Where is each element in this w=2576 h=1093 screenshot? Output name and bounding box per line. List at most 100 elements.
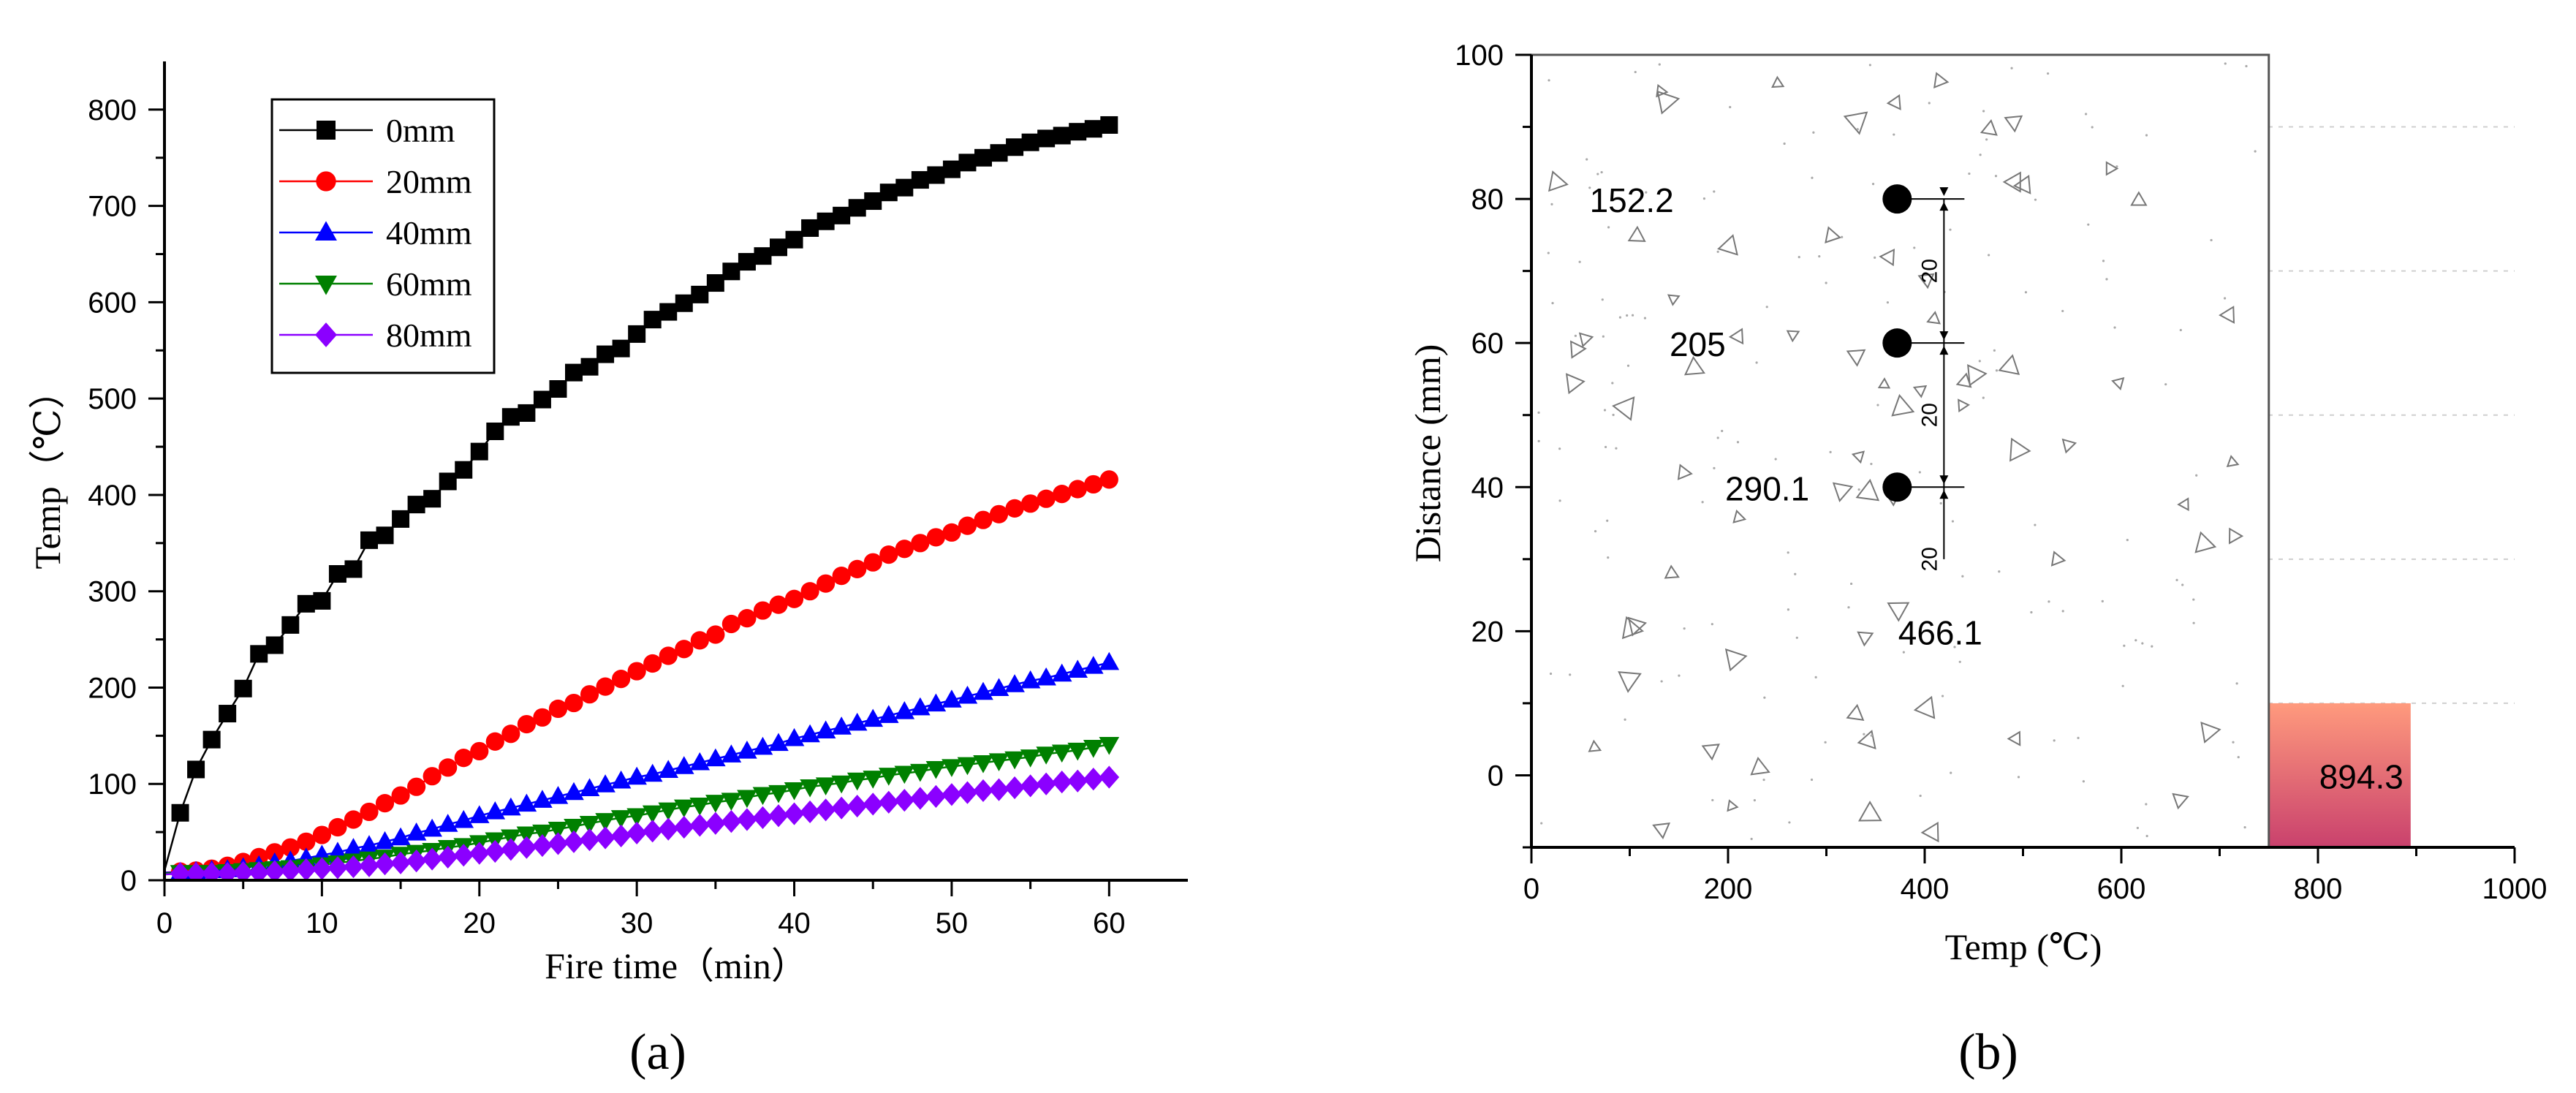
aggregate-speck bbox=[1755, 361, 1758, 364]
aggregate-shape bbox=[1846, 349, 1866, 367]
aggregate-shape bbox=[1627, 225, 1646, 242]
y-tick-label: 80 bbox=[1471, 184, 1504, 216]
aggregate-speck bbox=[2237, 756, 2240, 759]
data-point-40mm bbox=[705, 748, 726, 767]
data-point-40mm bbox=[1051, 663, 1072, 682]
data-point-0mm bbox=[879, 184, 898, 202]
aggregate-speck bbox=[1716, 436, 1719, 439]
data-point-0mm bbox=[1069, 123, 1087, 141]
data-point-80mm bbox=[327, 856, 348, 880]
data-point-80mm bbox=[201, 862, 222, 880]
data-point-80mm bbox=[1083, 768, 1104, 791]
data-point-80mm bbox=[249, 861, 270, 880]
aggregate-speck bbox=[2123, 644, 2126, 647]
panel-b-y-tick-labels: 0 20 40 60 80 100 bbox=[1455, 39, 1504, 792]
aggregate-speck bbox=[1788, 821, 1791, 824]
aggregate-shape bbox=[2111, 377, 2125, 390]
aggregate-speck bbox=[2047, 72, 2050, 75]
aggregate-shape bbox=[1998, 354, 2020, 376]
data-point-0mm bbox=[706, 274, 724, 292]
aggregate-shape bbox=[1926, 311, 1941, 325]
aggregate-speck bbox=[2091, 126, 2094, 129]
data-point-0mm bbox=[549, 380, 567, 398]
data-point-0mm bbox=[1100, 116, 1118, 134]
data-point-0mm bbox=[864, 192, 882, 211]
band-value-label: 466.1 bbox=[1898, 613, 1982, 651]
data-point-40mm bbox=[1067, 659, 1088, 678]
aggregate-shape bbox=[1656, 83, 1669, 98]
aggregate-speck bbox=[1870, 734, 1873, 737]
aggregate-speck bbox=[2102, 260, 2105, 262]
data-point-80mm bbox=[784, 802, 805, 825]
panel-a-series bbox=[164, 116, 1120, 880]
aggregate-speck bbox=[1624, 718, 1626, 721]
y-tick-label: 400 bbox=[88, 480, 137, 512]
data-point-20mm bbox=[848, 559, 867, 579]
legend-box bbox=[270, 98, 496, 374]
aggregate-speck bbox=[1814, 676, 1817, 678]
aggregate-shape bbox=[2200, 721, 2221, 744]
aggregate-shape bbox=[1652, 822, 1671, 840]
data-point-80mm bbox=[548, 832, 569, 855]
data-point-20mm bbox=[501, 725, 520, 744]
data-point-40mm bbox=[1036, 667, 1056, 686]
aggregate-speck bbox=[1558, 499, 1561, 502]
aggregate-speck bbox=[1550, 203, 1553, 205]
data-point-20mm bbox=[675, 640, 694, 659]
data-point-40mm bbox=[1083, 656, 1104, 674]
aggregate-speck bbox=[1876, 404, 1879, 406]
data-point-80mm bbox=[752, 806, 773, 829]
data-point-0mm bbox=[770, 238, 787, 257]
aggregate-speck bbox=[1750, 837, 1753, 841]
aggregate-speck bbox=[1824, 741, 1827, 744]
aggregate-speck bbox=[1729, 105, 1732, 109]
aggregate-speck bbox=[2087, 223, 2090, 226]
aggregate-speck bbox=[1713, 190, 1716, 193]
data-point-40mm bbox=[973, 681, 993, 700]
dimension-label: 20 bbox=[1917, 547, 1942, 571]
panel-b-label: (b) bbox=[1958, 1024, 2018, 1081]
aggregate-speck bbox=[1847, 606, 1850, 609]
data-point-0mm bbox=[927, 166, 945, 184]
aggregate-speck bbox=[1602, 335, 1605, 338]
aggregate-shape bbox=[2002, 171, 2021, 193]
aggregate-shape bbox=[1920, 821, 1939, 843]
aggregate-shape bbox=[1565, 373, 1586, 395]
data-point-20mm bbox=[958, 516, 977, 535]
dimension-arrow bbox=[1939, 187, 1949, 197]
data-point-80mm bbox=[311, 857, 333, 880]
data-point-80mm bbox=[374, 852, 395, 876]
data-point-40mm bbox=[942, 689, 962, 708]
data-point-0mm bbox=[1006, 138, 1024, 156]
data-point-0mm bbox=[455, 461, 473, 479]
aggregate-speck bbox=[2134, 639, 2137, 642]
aggregate-speck bbox=[1893, 133, 1895, 136]
data-point-80mm bbox=[737, 808, 757, 831]
data-point-0mm bbox=[423, 490, 442, 508]
aggregate-speck bbox=[1825, 281, 1827, 284]
data-point-60mm bbox=[737, 790, 757, 809]
data-point-0mm bbox=[754, 247, 772, 265]
data-point-40mm bbox=[673, 756, 694, 774]
aggregate-speck bbox=[1711, 623, 1713, 626]
data-point-60mm bbox=[910, 763, 931, 782]
data-point-80mm bbox=[815, 798, 836, 822]
data-point-80mm bbox=[485, 839, 506, 863]
y-tick-label: 40 bbox=[1471, 472, 1504, 504]
data-point-40mm bbox=[516, 793, 537, 812]
aggregate-shape bbox=[1667, 294, 1681, 306]
data-point-0mm bbox=[219, 705, 237, 723]
data-point-20mm bbox=[328, 817, 347, 837]
aggregate-speck bbox=[1795, 636, 1798, 639]
aggregate-shape bbox=[1851, 450, 1865, 464]
aggregate-speck bbox=[1902, 651, 1905, 654]
aggregate-speck bbox=[1988, 254, 1990, 257]
x-tick-label: 60 bbox=[1093, 907, 1126, 939]
data-point-40mm bbox=[1020, 670, 1041, 689]
aggregate-speck bbox=[2010, 67, 2013, 69]
x-tick-label: 200 bbox=[1704, 873, 1753, 905]
data-point-20mm bbox=[281, 838, 300, 857]
aggregate-speck bbox=[1874, 256, 1876, 260]
aggregate-speck bbox=[1678, 674, 1681, 677]
